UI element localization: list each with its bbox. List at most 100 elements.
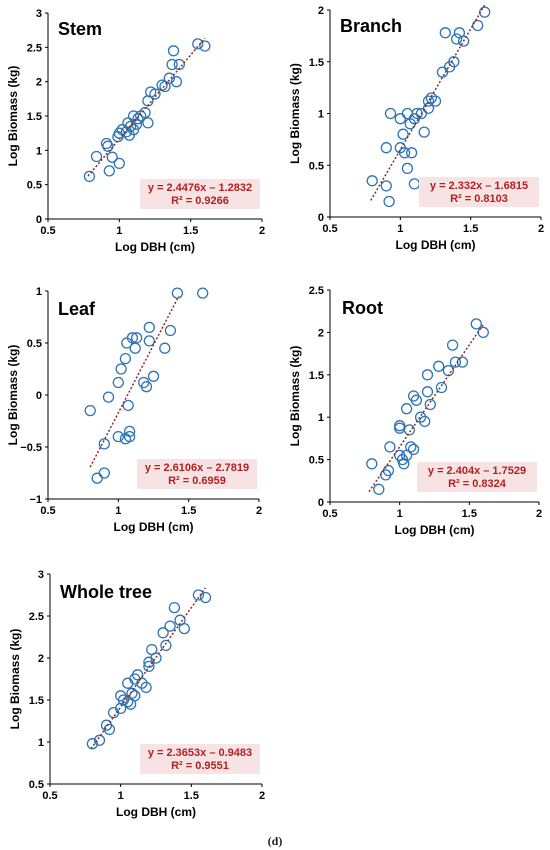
y-tick-label: −1 [29, 494, 42, 506]
data-point [403, 424, 416, 436]
data-point [457, 35, 470, 47]
data-point [384, 107, 397, 120]
y-tick-label: 1 [36, 286, 42, 298]
data-point [456, 356, 469, 368]
data-point [143, 321, 155, 334]
trend-line [90, 587, 207, 750]
x-tick-label: 0.5 [42, 790, 57, 802]
y-tick-label: 0 [36, 214, 42, 226]
regression-equation: y = 2.3653x – 0.9483 [148, 747, 252, 759]
data-point [394, 422, 406, 434]
data-point [433, 360, 445, 372]
x-tick-label: 1.5 [463, 223, 478, 235]
y-tick-label: 2 [318, 5, 324, 17]
data-point [130, 332, 143, 344]
data-point [366, 458, 378, 470]
data-point [112, 376, 124, 389]
data-point [126, 332, 139, 344]
data-point [405, 441, 417, 453]
data-point [192, 589, 205, 601]
data-point [90, 150, 103, 163]
data-point [125, 120, 137, 132]
data-point [102, 391, 115, 403]
data-point [119, 352, 132, 365]
data-point [126, 687, 138, 699]
y-tick-label: 0 [36, 390, 42, 402]
data-point [422, 95, 435, 107]
x-axis-label: Log DBH (cm) [115, 240, 195, 254]
data-point [103, 723, 116, 736]
data-point [143, 660, 155, 673]
data-point [380, 142, 392, 154]
data-point [435, 381, 448, 394]
y-tick-label: 2 [318, 327, 324, 339]
x-tick-label: 0.5 [322, 508, 337, 520]
y-tick-label: 0.5 [309, 160, 324, 172]
data-point [373, 483, 385, 495]
y-axis-label: Log Biomass (kg) [8, 629, 22, 730]
y-tick-label: 0.5 [309, 455, 324, 467]
data-point [410, 394, 423, 406]
data-point [178, 622, 190, 635]
data-point [168, 601, 181, 614]
data-point [160, 639, 172, 652]
data-point [380, 180, 392, 192]
trend-line [368, 324, 484, 493]
chart-title: Leaf [58, 299, 96, 319]
y-tick-label: 0 [318, 497, 324, 509]
x-axis-label: Log DBH (cm) [116, 805, 196, 819]
data-point [384, 441, 396, 453]
data-point [166, 58, 178, 71]
x-tick-label: 0.5 [40, 225, 55, 237]
data-point [159, 342, 171, 354]
x-tick-label: 1 [116, 225, 122, 237]
data-point [383, 195, 395, 208]
chart-title: Whole tree [60, 582, 152, 602]
y-tick-label: 0.5 [27, 180, 42, 192]
data-point [171, 287, 184, 299]
data-point [164, 620, 176, 632]
x-tick-label: 1.5 [462, 508, 477, 520]
data-point [422, 102, 435, 114]
regression-equation: y = 2.404x – 1.7529 [428, 465, 526, 477]
x-tick-label: 1.5 [183, 225, 198, 237]
y-tick-label: −0.5 [20, 442, 42, 454]
data-point [127, 124, 140, 136]
data-point [199, 591, 212, 604]
y-tick-label: 2.5 [27, 42, 42, 54]
data-point [157, 627, 169, 639]
r-squared-label: R² = 0.9551 [171, 760, 229, 772]
x-tick-label: 1 [397, 508, 403, 520]
x-axis-label: Log DBH (cm) [395, 523, 475, 537]
data-point [424, 398, 436, 411]
data-point [132, 113, 144, 125]
y-axis-label: Log Biomass (kg) [288, 63, 302, 164]
data-point [139, 106, 151, 119]
data-point [439, 27, 451, 39]
data-point [394, 420, 406, 432]
chart-title: Branch [340, 16, 402, 36]
chart-title: Root [342, 298, 383, 318]
data-point [115, 363, 127, 375]
data-point [129, 342, 141, 354]
equation-box [419, 177, 539, 207]
y-tick-label: 1 [318, 109, 324, 121]
regression-equation: y = 2.332x – 1.6815 [430, 180, 528, 192]
data-point [421, 386, 434, 398]
regression-equation: y = 2.4476x – 1.2832 [148, 182, 252, 194]
data-point [103, 165, 115, 177]
data-point [150, 652, 162, 664]
y-tick-label: 1 [318, 412, 324, 424]
r-squared-label: R² = 0.8103 [450, 193, 508, 205]
data-point [123, 430, 136, 443]
y-tick-label: 0.5 [27, 338, 42, 350]
data-point [112, 430, 124, 443]
data-point [400, 403, 413, 415]
chart-title: Stem [58, 19, 102, 39]
r-squared-label: R² = 0.9266 [171, 195, 229, 207]
equation-box [137, 459, 257, 489]
y-axis-label: Log Biomass (kg) [6, 345, 20, 446]
data-point [479, 6, 491, 18]
